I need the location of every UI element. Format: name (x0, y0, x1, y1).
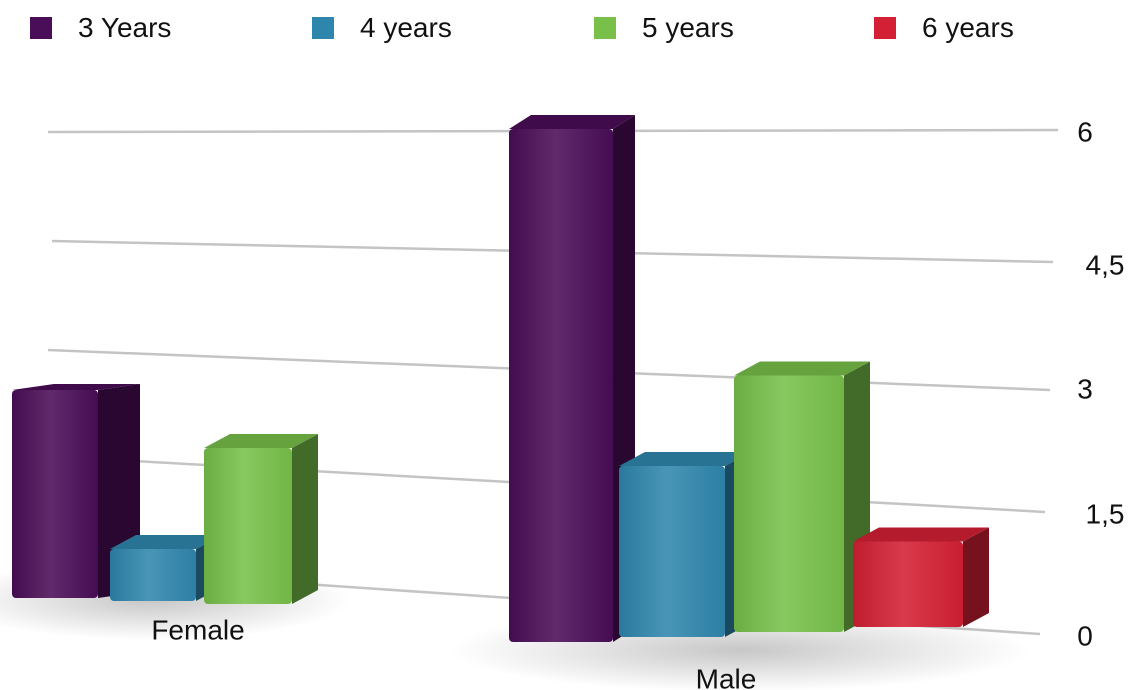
legend: 3 Years 4 years 5 years 6 years (0, 8, 1128, 48)
legend-swatch (874, 17, 896, 39)
bar (734, 361, 870, 632)
legend-swatch (30, 17, 52, 39)
x-category-label: Male (696, 664, 757, 690)
y-axis-ticks: 0 1,5 3 4,5 6 (1077, 117, 1124, 652)
legend-item: 3 Years (30, 8, 171, 48)
y-tick-label: 0 (1077, 621, 1093, 652)
legend-item: 4 years (312, 8, 452, 48)
bar (509, 115, 635, 642)
legend-swatch (594, 17, 616, 39)
legend-label: 6 years (922, 12, 1014, 43)
x-axis-categories: Female Male (151, 615, 756, 690)
bar (204, 434, 318, 604)
bar (619, 452, 751, 637)
legend-swatch (312, 17, 334, 39)
y-tick-label: 4,5 (1086, 250, 1125, 281)
y-tick-label: 3 (1077, 374, 1093, 405)
legend-label: 5 years (642, 12, 734, 43)
y-tick-label: 1,5 (1086, 499, 1125, 530)
legend-item: 5 years (594, 8, 734, 48)
bars (12, 115, 989, 642)
y-tick-label: 6 (1077, 117, 1093, 148)
legend-label: 3 Years (78, 12, 172, 43)
x-category-label: Female (151, 615, 244, 646)
bar (853, 527, 989, 627)
legend-item: 6 years (874, 8, 1014, 48)
legend-label: 4 years (360, 12, 452, 43)
